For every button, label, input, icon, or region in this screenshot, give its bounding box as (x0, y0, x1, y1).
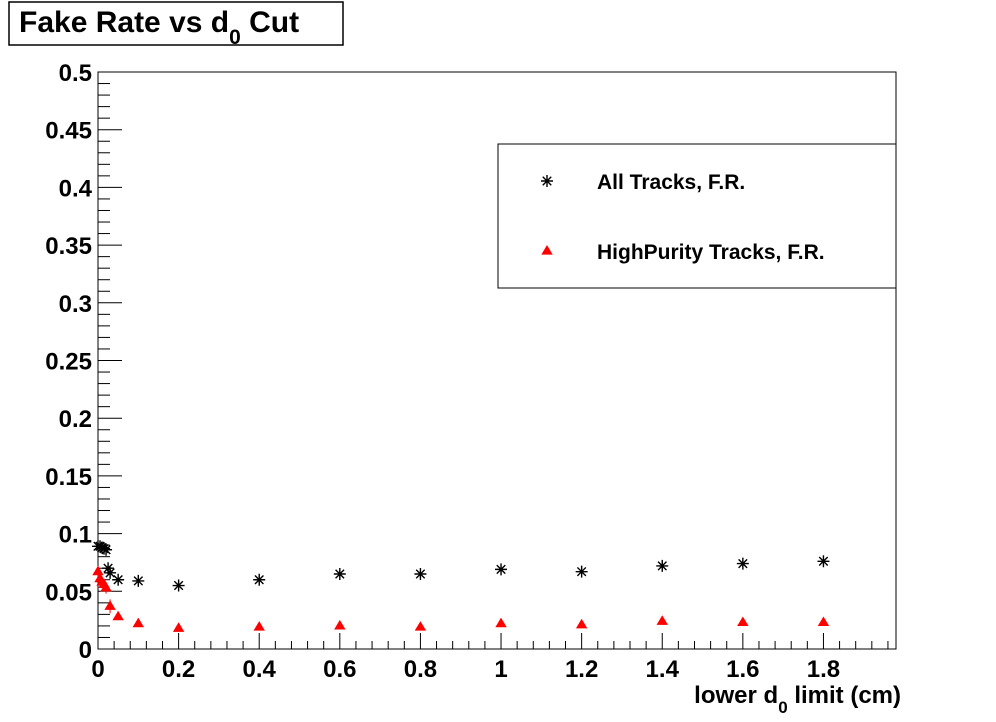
data-point (656, 559, 669, 572)
x-tick-label: 1 (494, 656, 507, 683)
data-point (495, 617, 507, 628)
data-point (172, 579, 185, 592)
data-point (575, 618, 588, 629)
data-point (575, 565, 588, 578)
chart-title: Fake Rate vs d0 Cut (8, 1, 344, 49)
data-point (737, 616, 749, 627)
data-point (92, 565, 104, 577)
y-tick-label: 0.4 (59, 175, 93, 202)
data-point (100, 543, 113, 556)
data-point (172, 622, 185, 632)
title-main: Fake Rate vs d (19, 6, 229, 39)
data-point (132, 617, 145, 628)
title-text: Fake Rate vs d0 Cut (19, 6, 299, 49)
x-axis-label: lower d0 limit (cm) (694, 682, 901, 717)
data-point (817, 555, 830, 568)
data-point (112, 610, 124, 621)
legend-marker (541, 175, 553, 187)
x-tick-label: 1.2 (565, 656, 598, 683)
data-point (253, 621, 265, 631)
y-tick-label: 0.1 (59, 522, 92, 549)
data-point (817, 616, 830, 627)
y-tick-label: 0.45 (45, 118, 92, 145)
legend-label: All Tracks, F.R. (597, 171, 745, 194)
y-tick-label: 0.25 (45, 349, 92, 376)
title-box (8, 1, 344, 46)
data-point (253, 573, 266, 586)
y-tick-label: 0.3 (59, 291, 92, 318)
data-point (104, 599, 116, 614)
y-tick-label: 0.15 (45, 464, 92, 491)
legend-marker (541, 245, 553, 255)
title-tail: Cut (241, 6, 299, 39)
data-point (736, 557, 749, 570)
x-tick-label: 0.2 (162, 656, 195, 683)
x-tick-label: 0.6 (323, 656, 356, 683)
x-axis: 0 0.2 0.4 0.6 0.8 1 1.2 1.4 1.6 1.8 (91, 633, 889, 683)
x-label-subscript: 0 (778, 698, 787, 717)
series-layer (92, 540, 830, 632)
x-tick-label: 0 (91, 656, 104, 683)
data-point (414, 567, 427, 580)
data-point (100, 581, 112, 594)
data-point (333, 567, 346, 580)
legend-box (497, 143, 897, 289)
y-tick-label: 0.35 (45, 233, 92, 260)
y-tick-label: 0 (79, 637, 92, 664)
legend-entry: All Tracks, F.R. (541, 171, 745, 194)
series-2 (92, 565, 830, 632)
title-subscript: 0 (229, 26, 241, 49)
data-point (132, 574, 145, 587)
series-1 (92, 540, 830, 592)
legend-entry: HighPurity Tracks, F.R. (541, 241, 825, 264)
data-point (104, 566, 117, 579)
data-point (495, 563, 508, 576)
x-tick-label: 0.8 (404, 656, 437, 683)
legend-label: HighPurity Tracks, F.R. (597, 241, 825, 264)
y-tick-label: 0.05 (45, 579, 92, 606)
y-axis: 0 0.05 0.1 0.15 0.2 0.25 0.3 0.35 0.4 0.45 0.5 (45, 60, 122, 664)
y-tick-label: 0.2 (59, 406, 92, 433)
data-point (112, 573, 125, 586)
y-tick-label: 0.5 (59, 60, 92, 87)
legend: All Tracks, F.R. HighPurity Tracks, F.R. (497, 143, 897, 289)
data-point (334, 619, 346, 630)
x-label-main: lower d (694, 682, 778, 709)
x-tick-label: 1.8 (807, 656, 840, 683)
x-tick-label: 0.4 (243, 656, 277, 683)
x-label-tail: limit (cm) (788, 682, 901, 709)
x-tick-label: 1.4 (646, 656, 680, 683)
data-point (656, 615, 668, 625)
x-tick-label: 1.6 (726, 656, 759, 683)
data-point (414, 621, 427, 631)
